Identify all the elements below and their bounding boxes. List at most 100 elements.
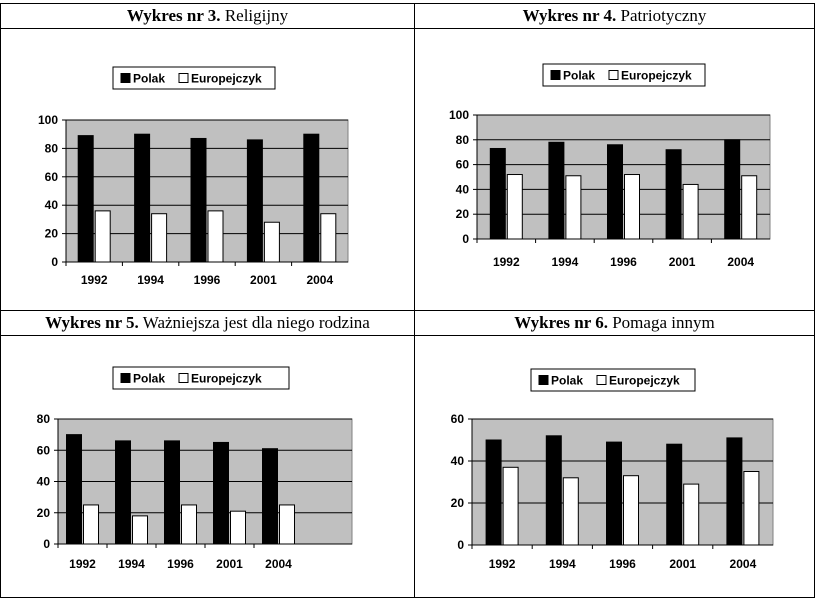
y-tick-label: 60 (456, 158, 470, 172)
y-tick-label: 40 (45, 198, 59, 212)
plot-area (471, 418, 774, 546)
legend: Polak Europejczyk (112, 366, 290, 390)
legend-box (542, 63, 706, 87)
chart-heading-number: Wykres nr 3. (126, 6, 221, 25)
bar-europejczyk-1994 (151, 213, 168, 263)
y-tick-label: 80 (37, 412, 51, 426)
bar-polak-1992 (66, 434, 82, 545)
legend-label-polak: Polak (133, 372, 165, 386)
plot-area (476, 114, 771, 240)
chart-cell-5: Wykres nr 5. Ważniejsza jest dla niego r… (0, 310, 415, 598)
bar-europejczyk-1992 (506, 174, 523, 240)
legend-swatch-polak (120, 73, 131, 83)
bar-polak-2004 (726, 437, 743, 546)
chart-heading-title: Ważniejsza jest dla niego rodzina (138, 313, 370, 332)
x-tick-label: 1994 (118, 557, 145, 571)
legend-swatch-polak (538, 375, 549, 385)
y-tick-label: 100 (38, 113, 58, 127)
x-tick-label: 2004 (265, 557, 292, 571)
bar-europejczyk-1994 (562, 477, 579, 546)
bar-polak-1994 (545, 435, 562, 546)
legend-label-polak: Polak (133, 72, 165, 86)
bar-polak-1992 (77, 135, 94, 263)
chart-heading-number: Wykres nr 5. (45, 313, 139, 332)
bar-chart-4: Polak Europejczyk 0 20 40 60 80 100 1992 1994 1996… (449, 63, 771, 269)
bar-europejczyk-1994 (565, 175, 582, 240)
chart-cell-3: Wykres nr 3. Religijny Polak Europejczyk 0… (0, 3, 415, 311)
legend-label-polak: Polak (563, 69, 595, 83)
x-tick-label: 2004 (730, 557, 757, 571)
chart-heading-title: Religijny (220, 6, 289, 25)
bar-polak-1994 (134, 133, 151, 263)
legend-box (112, 366, 290, 390)
y-tick-label: 40 (37, 475, 51, 489)
x-tick-label: 1996 (194, 273, 221, 287)
legend-label-europejczyk: Europejczyk (191, 372, 262, 386)
legend: Polak Europejczyk (112, 66, 276, 90)
bar-polak-1994 (115, 440, 131, 545)
y-tick-label: 20 (45, 227, 59, 241)
x-tick-label: 1992 (69, 557, 96, 571)
bar-polak-2004 (303, 133, 320, 263)
legend-swatch-polak (550, 70, 561, 80)
bar-polak-1992 (489, 147, 506, 240)
x-tick-label: 1996 (609, 557, 636, 571)
y-tick-label: 20 (37, 506, 51, 520)
chart-heading: Wykres nr 3. Religijny (1, 4, 414, 29)
bar-europejczyk-1996 (207, 210, 224, 263)
y-tick-label: 40 (451, 454, 465, 468)
legend-swatch-polak (120, 373, 131, 383)
x-tick-label: 1994 (552, 255, 579, 269)
x-tick-label: 2001 (216, 557, 243, 571)
legend-label-polak: Polak (551, 374, 583, 388)
bar-polak-2001 (246, 139, 263, 263)
legend-label-europejczyk: Europejczyk (191, 72, 262, 86)
x-tick-label: 2001 (250, 273, 277, 287)
chart-heading-title: Pomaga innym (607, 313, 715, 332)
y-tick-label: 0 (462, 232, 469, 246)
bar-europejczyk-2004 (279, 504, 295, 545)
bar-europejczyk-2001 (682, 183, 699, 240)
chart-heading-title: Patriotyczny (616, 6, 707, 25)
y-tick-label: 20 (451, 496, 465, 510)
x-tick-label: 1994 (549, 557, 576, 571)
bar-polak-2001 (213, 441, 229, 545)
legend-swatch-europejczyk (608, 70, 619, 80)
chart-heading: Wykres nr 5. Ważniejsza jest dla niego r… (1, 311, 414, 336)
legend: Polak Europejczyk (542, 63, 706, 87)
x-tick-label: 2001 (669, 255, 696, 269)
bar-europejczyk-1992 (83, 504, 99, 545)
bar-europejczyk-1992 (94, 210, 111, 263)
legend: Polak Europejczyk (530, 368, 696, 392)
legend-label-europejczyk: Europejczyk (621, 69, 692, 83)
y-tick-label: 80 (456, 133, 470, 147)
bar-polak-1996 (606, 441, 622, 546)
bar-europejczyk-1996 (624, 174, 640, 240)
bar-polak-2004 (262, 448, 278, 545)
bar-europejczyk-2004 (743, 471, 760, 546)
bar-europejczyk-1996 (181, 504, 197, 545)
chart-heading-number: Wykres nr 6. (514, 313, 608, 332)
legend-label-europejczyk: Europejczyk (609, 374, 680, 388)
y-tick-label: 60 (37, 443, 51, 457)
y-tick-label: 0 (43, 537, 50, 551)
x-tick-label: 1992 (489, 557, 516, 571)
chart-heading: Wykres nr 6. Pomaga innym (415, 311, 814, 336)
x-tick-label: 1996 (167, 557, 194, 571)
x-tick-label: 1992 (493, 255, 520, 269)
y-tick-label: 80 (45, 141, 59, 155)
y-tick-label: 60 (45, 170, 59, 184)
y-tick-label: 0 (51, 255, 58, 269)
plot-area (65, 119, 349, 263)
bar-europejczyk-2004 (741, 175, 758, 240)
bar-europejczyk-2001 (683, 483, 700, 546)
legend-box (112, 66, 276, 90)
chart-heading-number: Wykres nr 4. (522, 6, 617, 25)
bar-polak-2001 (666, 443, 683, 546)
chart-cell-4: Wykres nr 4. Patriotyczny Polak Europejcz… (414, 3, 815, 311)
bar-europejczyk-1994 (132, 515, 148, 545)
y-tick-label: 40 (456, 182, 470, 196)
bar-chart-6: Polak Europejczyk 0 20 40 60 1992 1994 1996 2001 2… (451, 368, 774, 571)
bar-polak-1992 (485, 439, 502, 546)
x-tick-label: 2004 (727, 255, 754, 269)
